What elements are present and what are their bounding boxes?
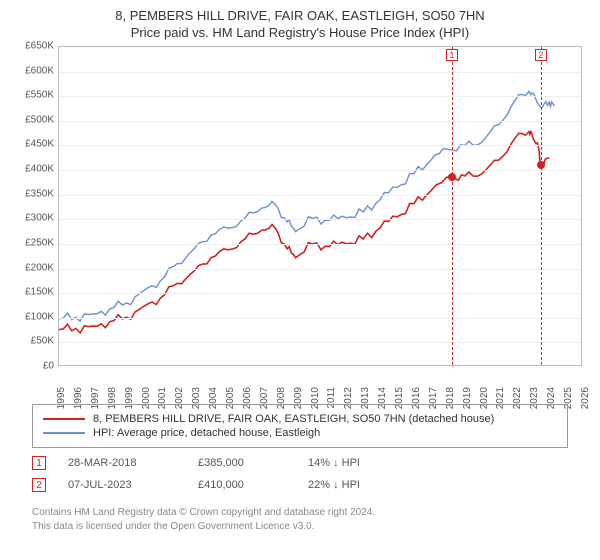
sale-price: £410,000 bbox=[198, 479, 308, 491]
gridline bbox=[59, 269, 581, 270]
y-tick-label: £650K bbox=[25, 41, 54, 52]
sale-marker-label: 1 bbox=[446, 49, 458, 61]
footer-line-2: This data is licensed under the Open Gov… bbox=[32, 520, 568, 534]
gridline bbox=[59, 342, 581, 343]
footer-line-1: Contains HM Land Registry data © Crown c… bbox=[32, 506, 568, 520]
sale-row: 1 28-MAR-2018£385,00014% ↓ HPI bbox=[32, 452, 568, 474]
sale-marker-icon: 1 bbox=[32, 456, 46, 470]
legend-item: 8, PEMBERS HILL DRIVE, FAIR OAK, EASTLEI… bbox=[43, 413, 557, 425]
gridline bbox=[59, 170, 581, 171]
y-tick-label: £300K bbox=[25, 213, 54, 224]
y-tick-label: £350K bbox=[25, 188, 54, 199]
legend-item: HPI: Average price, detached house, East… bbox=[43, 427, 557, 439]
chart-svg bbox=[59, 47, 583, 367]
y-tick-label: £250K bbox=[25, 237, 54, 248]
title-line-2: Price paid vs. HM Land Registry's House … bbox=[0, 25, 600, 40]
sale-date: 28-MAR-2018 bbox=[68, 457, 198, 469]
y-tick-label: £500K bbox=[25, 114, 54, 125]
plot-area: 12 bbox=[58, 46, 582, 366]
chart-container: 8, PEMBERS HILL DRIVE, FAIR OAK, EASTLEI… bbox=[0, 0, 600, 560]
series-hpi bbox=[59, 91, 554, 321]
gridline bbox=[59, 219, 581, 220]
sale-dot bbox=[537, 161, 545, 169]
sale-date: 07-JUL-2023 bbox=[68, 479, 198, 491]
x-axis-labels: 1995199619971998199920002001200220032004… bbox=[58, 368, 582, 396]
legend-swatch bbox=[43, 432, 85, 434]
y-tick-label: £600K bbox=[25, 65, 54, 76]
gridline bbox=[59, 145, 581, 146]
y-axis-labels: £0£50K£100K£150K£200K£250K£300K£350K£400… bbox=[10, 46, 54, 366]
sale-diff: 14% ↓ HPI bbox=[308, 457, 428, 469]
y-tick-label: £0 bbox=[43, 361, 54, 372]
sales-table: 1 28-MAR-2018£385,00014% ↓ HPI 2 07-JUL-202… bbox=[32, 452, 568, 496]
legend-label: HPI: Average price, detached house, East… bbox=[93, 427, 320, 439]
sale-marker-label: 2 bbox=[535, 49, 547, 61]
title-line-1: 8, PEMBERS HILL DRIVE, FAIR OAK, EASTLEI… bbox=[0, 8, 600, 23]
y-tick-label: £400K bbox=[25, 164, 54, 175]
gridline bbox=[59, 195, 581, 196]
gridline bbox=[59, 72, 581, 73]
sale-vline bbox=[452, 47, 453, 365]
legend-swatch bbox=[43, 418, 85, 420]
y-tick-label: £100K bbox=[25, 311, 54, 322]
gridline bbox=[59, 121, 581, 122]
legend-box: 8, PEMBERS HILL DRIVE, FAIR OAK, EASTLEI… bbox=[32, 404, 568, 448]
y-tick-label: £450K bbox=[25, 139, 54, 150]
y-tick-label: £50K bbox=[31, 336, 54, 347]
gridline bbox=[59, 96, 581, 97]
legend-label: 8, PEMBERS HILL DRIVE, FAIR OAK, EASTLEI… bbox=[93, 413, 494, 425]
sale-diff: 22% ↓ HPI bbox=[308, 479, 428, 491]
chart-area: £0 £50K £100K £150K £200K £250K £300K £350K £400… bbox=[10, 46, 590, 396]
gridline bbox=[59, 293, 581, 294]
gridline bbox=[59, 244, 581, 245]
sale-marker-icon: 2 bbox=[32, 478, 46, 492]
gridline bbox=[59, 318, 581, 319]
title-block: 8, PEMBERS HILL DRIVE, FAIR OAK, EASTLEI… bbox=[0, 0, 600, 40]
y-tick-label: £550K bbox=[25, 90, 54, 101]
y-tick-label: £150K bbox=[25, 287, 54, 298]
x-tick-label: 2026 bbox=[580, 387, 591, 409]
sale-dot bbox=[448, 173, 456, 181]
sale-vline bbox=[541, 47, 542, 365]
y-tick-label: £200K bbox=[25, 262, 54, 273]
sale-row: 2 07-JUL-2023£410,00022% ↓ HPI bbox=[32, 474, 568, 496]
footer-attribution: Contains HM Land Registry data © Crown c… bbox=[32, 506, 568, 533]
sale-price: £385,000 bbox=[198, 457, 308, 469]
